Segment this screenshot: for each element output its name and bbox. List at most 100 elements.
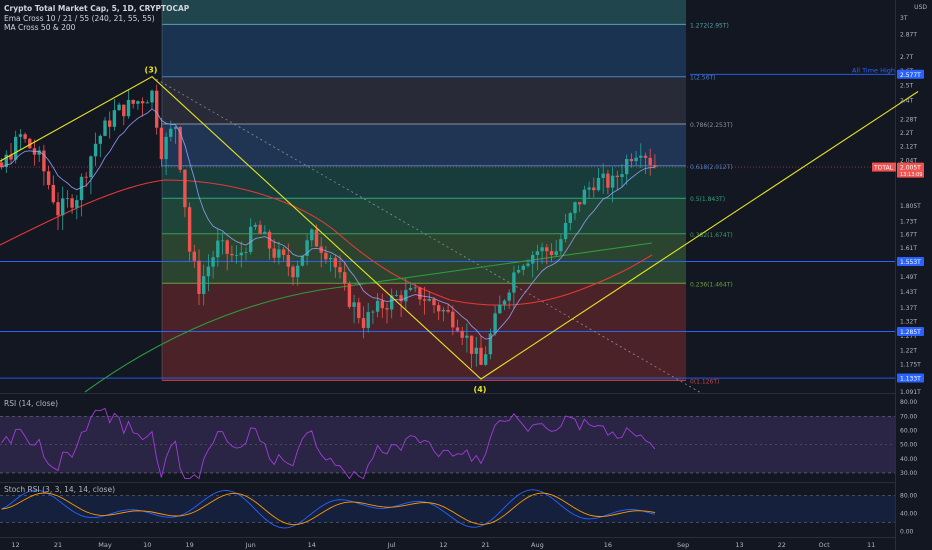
- time-axis-tick: Sep: [677, 541, 689, 549]
- candle-body: [563, 222, 568, 240]
- candle-body: [108, 120, 112, 127]
- candle: [216, 228, 220, 267]
- candle-body: [324, 252, 328, 260]
- fib-zone-top: [162, 0, 686, 25]
- candle: [310, 228, 314, 248]
- candle-body: [380, 300, 384, 309]
- candle-body: [122, 104, 126, 117]
- stoch-legend[interactable]: Stoch RSI (3, 3, 14, 14, close): [4, 485, 115, 494]
- price-axis-tick: 1.27T: [900, 333, 917, 340]
- symbol-legend[interactable]: Crypto Total Market Cap, 5, 1D, CRYPTOCA…: [4, 4, 190, 13]
- candle: [61, 186, 65, 230]
- candle-body: [216, 240, 220, 258]
- candle-body: [206, 266, 211, 277]
- rsi-axis-tick: 50.00: [900, 442, 917, 449]
- candle: [366, 303, 370, 333]
- candle: [394, 290, 399, 297]
- candle: [277, 241, 281, 265]
- candle: [460, 326, 464, 346]
- candle: [648, 148, 652, 176]
- price-axis-tick: 1.805T: [900, 203, 921, 210]
- candle: [211, 250, 215, 279]
- candle-body: [131, 99, 135, 104]
- candle-body: [253, 224, 258, 227]
- ema-legend[interactable]: Ema Cross 10 / 21 / 55 (240, 21, 55, 55): [4, 14, 155, 23]
- time-axis-tick: May: [98, 541, 112, 549]
- candle: [220, 232, 225, 255]
- candle: [573, 201, 577, 220]
- candle-body: [112, 110, 117, 127]
- candle: [596, 168, 601, 192]
- candle-body: [150, 90, 154, 103]
- candle-body: [451, 311, 455, 328]
- candle: [333, 255, 337, 278]
- candle: [357, 297, 361, 324]
- candle: [239, 241, 243, 268]
- candle-body: [549, 251, 554, 256]
- candle: [512, 265, 516, 309]
- candle: [56, 192, 60, 230]
- candle: [390, 288, 394, 319]
- candle-body: [272, 248, 276, 258]
- candle-body: [126, 99, 131, 117]
- candle-body: [578, 202, 582, 205]
- candle-body: [51, 184, 55, 203]
- candle-body: [225, 240, 229, 254]
- candle-body: [70, 198, 74, 208]
- candle: [521, 263, 525, 276]
- candle: [620, 163, 624, 187]
- candle-body: [169, 128, 173, 137]
- candle: [578, 202, 582, 212]
- candle: [375, 292, 380, 318]
- time-axis-tick: Oct: [818, 541, 830, 549]
- time-axis-tick: 13: [735, 541, 743, 549]
- price-axis-tick: 1.32T: [900, 319, 917, 326]
- candle: [516, 265, 521, 274]
- price-tag-box: [897, 327, 924, 337]
- candle-body: [634, 157, 638, 162]
- rsi-legend[interactable]: RSI (14, close): [4, 399, 59, 408]
- candle: [507, 289, 511, 309]
- candle: [136, 100, 140, 110]
- price-axis-tick: 2.12T: [900, 143, 917, 150]
- candle-body: [333, 257, 337, 268]
- price-axis-tick: 2.04T: [900, 158, 917, 165]
- candle: [230, 245, 234, 262]
- candle-body: [117, 104, 121, 111]
- candle-body: [9, 154, 13, 160]
- stoch-k-line: [1, 489, 656, 529]
- candle-body: [79, 176, 84, 201]
- price-axis-tick: 2.2T: [900, 130, 914, 137]
- candle-body: [187, 207, 192, 252]
- price-tag-label: 2.577T: [900, 72, 921, 79]
- candle: [305, 234, 309, 266]
- candle: [244, 247, 248, 261]
- candle: [14, 130, 18, 164]
- candle: [526, 259, 530, 268]
- candle: [79, 173, 84, 217]
- candle-body: [328, 257, 333, 260]
- candle-body: [399, 295, 403, 302]
- time-axis-tick: 10: [143, 541, 151, 549]
- candle-body: [93, 143, 98, 157]
- candle-body: [28, 138, 32, 149]
- candle-body: [310, 229, 314, 241]
- countdown-label: 13:13:09: [900, 172, 922, 178]
- candle: [51, 175, 55, 205]
- candle-body: [629, 159, 634, 162]
- rsi-axis-tick: 60.00: [900, 427, 917, 434]
- candle: [324, 245, 328, 264]
- ma-legend[interactable]: MA Cross 50 & 200: [4, 23, 76, 32]
- candle-body: [314, 229, 319, 247]
- stoch-axis-tick: 0.00: [900, 529, 914, 536]
- candle: [592, 177, 596, 198]
- candle: [380, 293, 384, 318]
- candle: [540, 242, 544, 264]
- candle-body: [521, 265, 525, 270]
- candle: [371, 309, 375, 325]
- candle: [634, 150, 638, 166]
- price-axis-tick: 1.73T: [900, 219, 917, 226]
- candle-body: [484, 354, 488, 365]
- candle-body: [263, 231, 267, 234]
